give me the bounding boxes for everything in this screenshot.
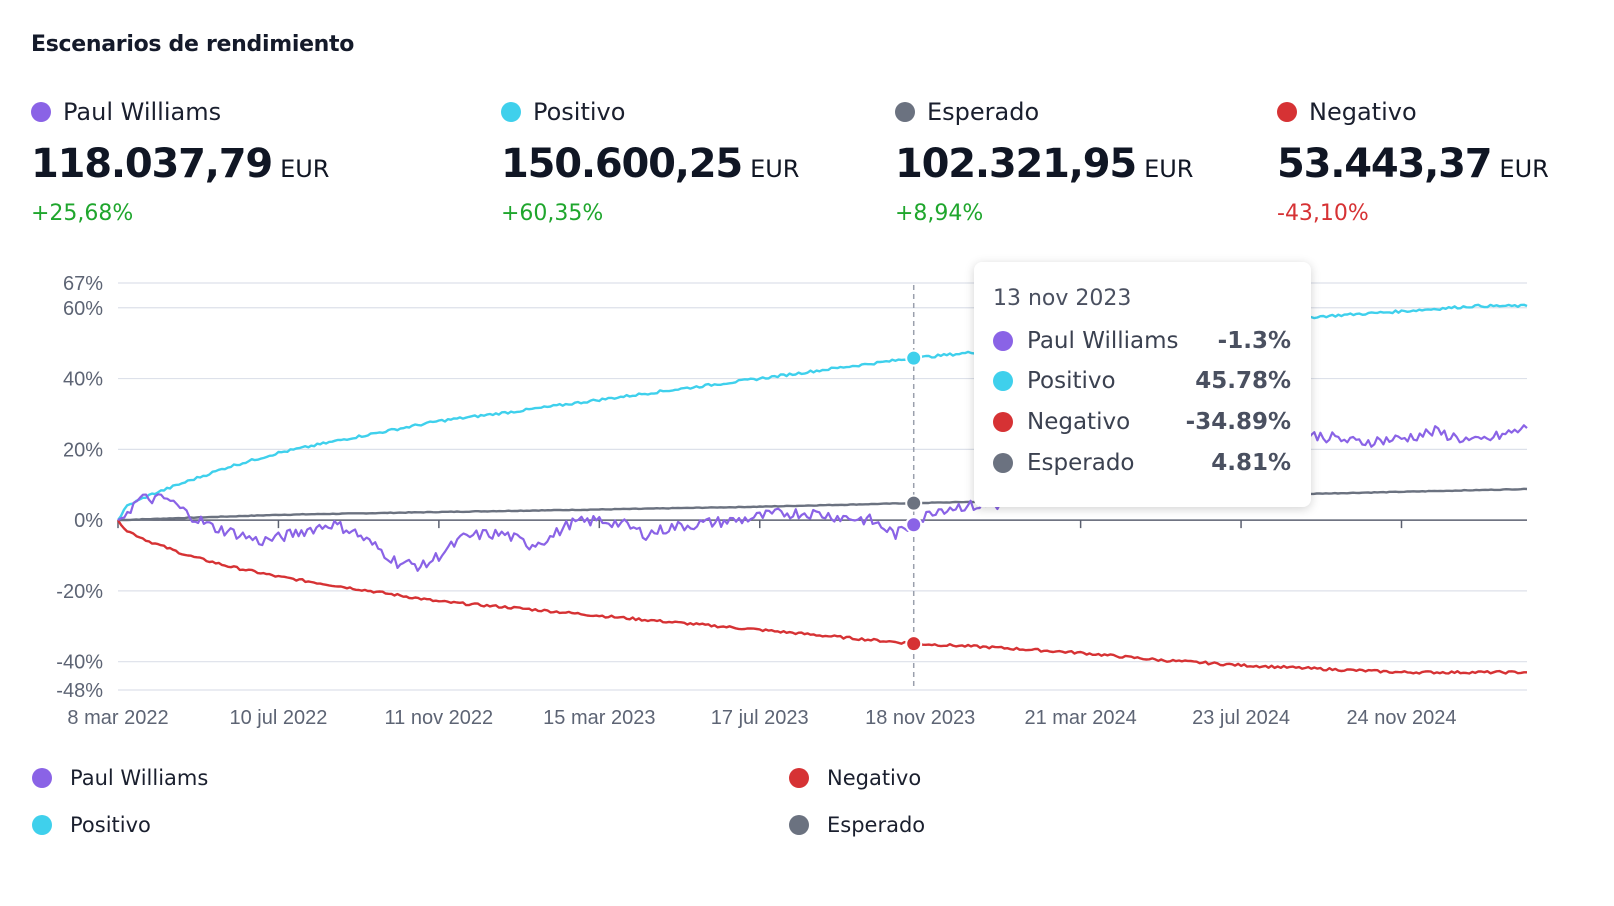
series-line-esperado <box>117 487 1528 522</box>
stat-positivo: Positivo 150.600,25 EUR +60,35% <box>501 95 799 226</box>
stat-currency: EUR <box>1499 155 1549 183</box>
positivo-dot-icon <box>501 102 521 122</box>
x-tick-label: 17 jul 2023 <box>711 707 809 729</box>
stat-name: Esperado <box>927 98 1040 126</box>
stat-esperado: Esperado 102.321,95 EUR +8,94% <box>895 95 1193 226</box>
stat-name: Paul Williams <box>63 98 222 126</box>
stat-value: 118.037,79 <box>31 141 273 187</box>
stat-name: Positivo <box>533 98 626 126</box>
esperado-dot-icon <box>993 453 1013 473</box>
tooltip-row-negativo: Negativo -34.89% <box>993 406 1291 438</box>
y-tick-label: -40% <box>56 652 103 674</box>
esperado-dot-icon <box>895 102 915 122</box>
esperado-dot-icon <box>789 815 809 835</box>
legend-item-paul-williams[interactable]: Paul Williams <box>32 766 208 790</box>
y-tick-label: 60% <box>63 298 103 320</box>
performance-chart[interactable]: 67% 60% 40% 20% 0% -20% -40% -48% 8 mar 2022 10 j… <box>0 260 1614 740</box>
stat-change: +8,94% <box>895 201 984 226</box>
y-tick-label: 0% <box>74 510 103 532</box>
stat-value: 53.443,37 <box>1277 141 1493 187</box>
x-tick-label: 8 mar 2022 <box>67 707 168 729</box>
stat-value: 102.321,95 <box>895 141 1137 187</box>
hover-marker-positivo <box>905 349 923 367</box>
negativo-dot-icon <box>993 412 1013 432</box>
stat-change: +25,68% <box>31 201 134 226</box>
x-tick-label: 21 mar 2024 <box>1024 707 1136 729</box>
chart-tooltip: 13 nov 2023 Paul Williams -1.3% Positivo… <box>974 262 1311 507</box>
negativo-dot-icon <box>789 768 809 788</box>
stat-currency: EUR <box>1144 155 1194 183</box>
y-tick-label: 40% <box>63 369 103 391</box>
tooltip-row-value: 4.81% <box>1211 450 1291 476</box>
positivo-dot-icon <box>993 371 1013 391</box>
x-tick-label: 24 nov 2024 <box>1346 707 1456 729</box>
legend-label: Esperado <box>827 813 926 837</box>
page-title: Escenarios de rendimiento <box>31 32 355 57</box>
tooltip-row-name: Positivo <box>1027 368 1116 394</box>
negativo-dot-icon <box>1277 102 1297 122</box>
paul-williams-dot-icon <box>993 331 1013 351</box>
stat-currency: EUR <box>750 155 800 183</box>
tooltip-row-value: -1.3% <box>1217 328 1291 354</box>
legend-item-positivo[interactable]: Positivo <box>32 813 151 837</box>
tooltip-row-paul-williams: Paul Williams -1.3% <box>993 325 1291 357</box>
y-tick-label: 20% <box>63 439 103 461</box>
paul-williams-dot-icon <box>31 102 51 122</box>
tooltip-row-name: Esperado <box>1027 450 1135 476</box>
stat-value: 150.600,25 <box>501 141 743 187</box>
positivo-dot-icon <box>32 815 52 835</box>
tooltip-row-positivo: Positivo 45.78% <box>993 365 1291 397</box>
x-tick-label: 15 mar 2023 <box>543 707 655 729</box>
legend-label: Positivo <box>70 813 151 837</box>
legend-item-esperado[interactable]: Esperado <box>789 813 925 837</box>
x-tick-label: 18 nov 2023 <box>865 707 975 729</box>
stat-currency: EUR <box>280 155 330 183</box>
series-line-positivo <box>117 303 1528 521</box>
series-line-negativo <box>116 519 1527 675</box>
hover-marker-negativo <box>905 635 923 653</box>
tooltip-date: 13 nov 2023 <box>993 286 1132 311</box>
tooltip-row-name: Negativo <box>1027 409 1131 435</box>
y-tick-label: -48% <box>56 680 103 702</box>
hover-marker-paul-williams <box>905 516 923 534</box>
stat-change: -43,10% <box>1277 201 1369 226</box>
tooltip-row-value: 45.78% <box>1195 368 1291 394</box>
tooltip-row-value: -34.89% <box>1185 409 1291 435</box>
stat-negativo: Negativo 53.443,37 EUR -43,10% <box>1277 95 1549 226</box>
y-tick-label: -20% <box>56 581 103 603</box>
x-tick-label: 10 jul 2022 <box>229 707 327 729</box>
x-tick-label: 11 nov 2022 <box>385 707 494 729</box>
stat-name: Negativo <box>1309 98 1417 126</box>
stat-change: +60,35% <box>501 201 604 226</box>
stat-paul-williams: Paul Williams 118.037,79 EUR +25,68% <box>31 95 329 226</box>
legend-item-negativo[interactable]: Negativo <box>789 766 921 790</box>
tooltip-row-name: Paul Williams <box>1027 328 1179 354</box>
legend-label: Negativo <box>827 766 922 790</box>
series-line-paul-williams <box>117 424 1528 572</box>
hover-marker-esperado <box>905 494 923 512</box>
tooltip-row-esperado: Esperado 4.81% <box>993 447 1291 479</box>
x-tick-label: 23 jul 2024 <box>1192 707 1290 729</box>
y-tick-label: 67% <box>63 273 103 295</box>
paul-williams-dot-icon <box>32 768 52 788</box>
legend-label: Paul Williams <box>70 766 209 790</box>
